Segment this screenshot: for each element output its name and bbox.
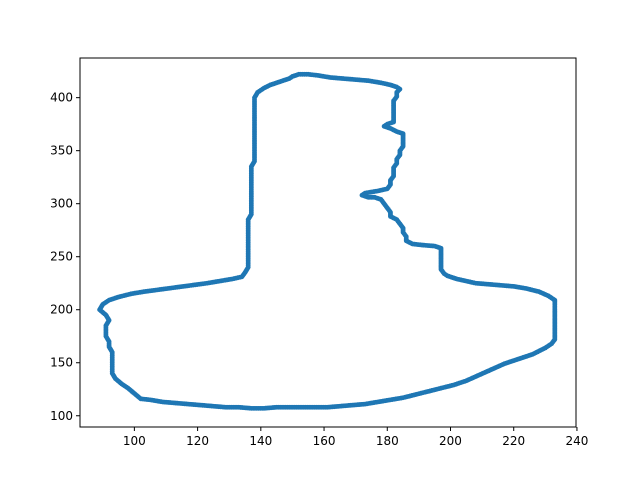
x-tick-label: 200 bbox=[439, 434, 462, 448]
data-series bbox=[97, 71, 558, 411]
x-tick-label: 180 bbox=[376, 434, 399, 448]
x-tick-label: 120 bbox=[186, 434, 209, 448]
y-tick-label: 350 bbox=[50, 144, 73, 158]
y-tick-label: 200 bbox=[50, 303, 73, 317]
plot-frame bbox=[79, 57, 577, 428]
y-tick-label: 400 bbox=[50, 91, 73, 105]
x-tick-label: 240 bbox=[565, 434, 588, 448]
x-axis: 100 120 140 160 180 200 220 240 bbox=[123, 427, 588, 448]
x-tick-label: 100 bbox=[123, 434, 146, 448]
y-tick-label: 250 bbox=[50, 250, 73, 264]
x-tick-label: 160 bbox=[313, 434, 336, 448]
y-tick-label: 300 bbox=[50, 197, 73, 211]
y-tick-label: 150 bbox=[50, 356, 73, 370]
data-point bbox=[294, 72, 300, 78]
x-tick-label: 220 bbox=[502, 434, 525, 448]
y-tick-label: 100 bbox=[50, 409, 73, 423]
x-tick-label: 140 bbox=[249, 434, 272, 448]
y-axis: 100 150 200 250 300 350 400 bbox=[50, 91, 80, 423]
